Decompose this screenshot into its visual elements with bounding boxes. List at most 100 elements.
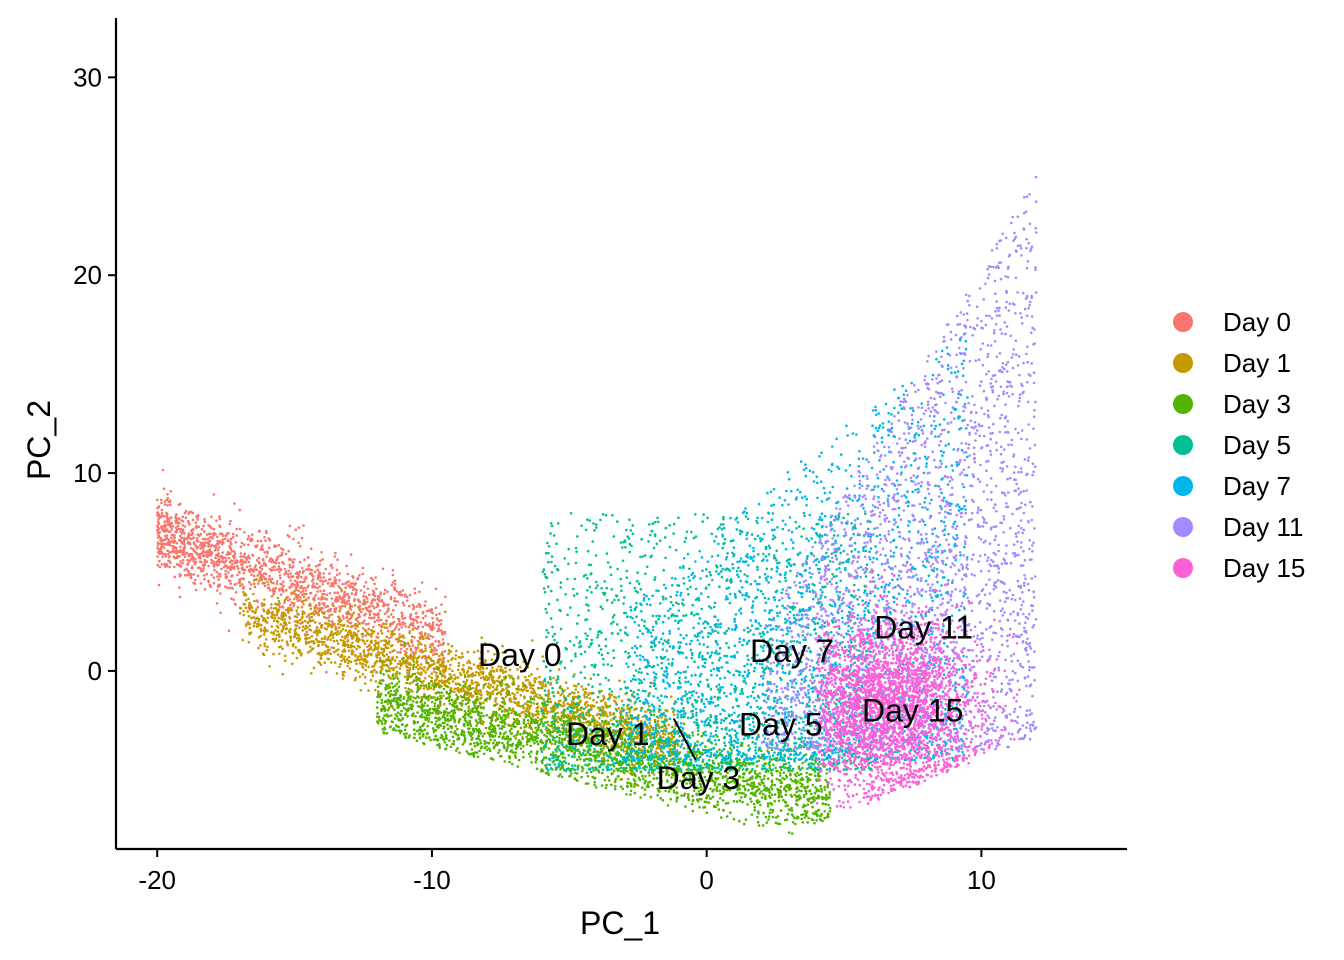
scatter-point	[474, 719, 478, 722]
scatter-point	[349, 646, 353, 649]
scatter-point	[328, 572, 331, 575]
scatter-point	[275, 582, 279, 586]
scatter-point	[529, 750, 533, 753]
scatter-point	[181, 550, 185, 554]
scatter-point	[344, 586, 348, 589]
scatter-point	[240, 583, 244, 586]
scatter-point	[402, 697, 406, 700]
scatter-point	[421, 625, 425, 629]
scatter-point	[260, 564, 264, 568]
scatter-point	[227, 629, 231, 633]
scatter-point	[515, 687, 518, 691]
scatter-point	[393, 659, 397, 662]
scatter-point	[573, 684, 576, 687]
scatter-point	[510, 700, 513, 703]
scatter-point	[279, 568, 283, 572]
scatter-point	[366, 632, 369, 635]
scatter-point	[353, 597, 356, 601]
scatter-point	[167, 540, 170, 543]
scatter-point	[393, 627, 397, 631]
scatter-point	[376, 603, 380, 606]
scatter-point	[401, 589, 405, 592]
scatter-point	[185, 537, 188, 540]
scatter-point	[210, 515, 213, 518]
scatter-point	[768, 791, 771, 794]
scatter-point	[231, 574, 234, 577]
scatter-point	[296, 633, 299, 636]
scatter-point	[499, 693, 503, 696]
scatter-point	[169, 490, 173, 493]
scatter-point	[387, 636, 391, 640]
scatter-point	[416, 720, 420, 724]
scatter-point	[536, 702, 539, 705]
scatter-point	[349, 582, 353, 585]
scatter-point	[823, 816, 826, 820]
scatter-point	[756, 799, 759, 802]
scatter-point	[416, 646, 420, 650]
scatter-point	[400, 723, 404, 727]
scatter-point	[311, 584, 315, 587]
scatter-point	[389, 595, 393, 599]
scatter-point	[794, 778, 797, 782]
scatter-point	[331, 620, 334, 624]
scatter-point	[464, 685, 468, 689]
scatter-point	[333, 650, 336, 654]
scatter-point	[601, 771, 604, 775]
scatter-point	[382, 592, 386, 596]
scatter-point	[342, 623, 346, 627]
scatter-point	[341, 644, 345, 647]
scatter-point	[341, 650, 345, 653]
scatter-point	[291, 564, 295, 568]
scatter-point	[371, 632, 374, 635]
scatter-point	[216, 548, 220, 552]
scatter-point	[298, 570, 302, 573]
scatter-point	[584, 687, 588, 691]
scatter-point	[343, 659, 347, 663]
scatter-point	[691, 809, 695, 813]
scatter-point	[418, 676, 421, 680]
scatter-point	[226, 550, 230, 554]
scatter-point	[282, 562, 286, 565]
scatter-point	[307, 568, 310, 571]
scatter-point	[373, 616, 376, 619]
scatter-point	[426, 686, 429, 690]
scatter-point	[824, 803, 828, 806]
scatter-point	[198, 555, 202, 558]
scatter-point	[404, 686, 407, 690]
scatter-point	[260, 602, 264, 605]
scatter-point	[557, 700, 561, 703]
scatter-point	[358, 574, 361, 577]
scatter-point	[208, 550, 212, 553]
scatter-point	[321, 607, 325, 610]
scatter-point	[339, 663, 342, 666]
scatter-point	[414, 715, 417, 718]
scatter-point	[338, 609, 341, 613]
scatter-point	[376, 712, 379, 715]
scatter-point	[362, 585, 366, 588]
scatter-point	[278, 574, 282, 577]
scatter-point	[446, 714, 449, 717]
scatter-point	[431, 635, 435, 639]
scatter-point	[393, 597, 397, 600]
scatter-point	[395, 672, 399, 675]
scatter-point	[263, 630, 267, 634]
scatter-point	[272, 619, 276, 622]
scatter-point	[166, 549, 169, 552]
scatter-point	[344, 629, 348, 632]
scatter-point	[539, 680, 542, 684]
scatter-point	[384, 646, 388, 649]
scatter-point	[247, 640, 251, 644]
scatter-point	[750, 787, 754, 791]
scatter-point	[266, 552, 269, 555]
scatter-point	[259, 548, 263, 551]
scatter-point	[658, 726, 661, 730]
scatter-point	[160, 563, 164, 566]
scatter-point	[527, 712, 531, 715]
scatter-point	[508, 668, 512, 672]
scatter-point	[266, 616, 270, 620]
scatter-point	[441, 638, 445, 641]
scatter-point	[398, 618, 401, 621]
scatter-point	[419, 663, 423, 666]
scatter-point	[178, 539, 181, 542]
scatter-point	[449, 689, 453, 693]
